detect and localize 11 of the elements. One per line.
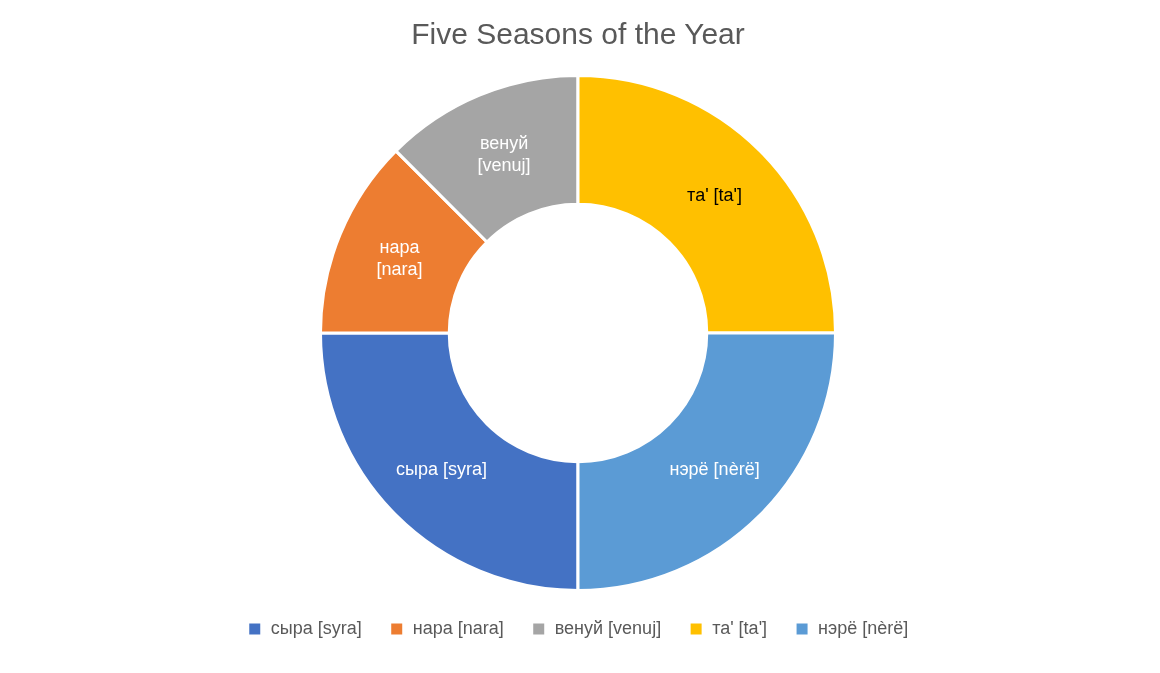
legend-label: нара [nara]	[412, 617, 504, 638]
slice-label: нара [nara]	[376, 237, 423, 280]
slice-label: сыра [syra]	[395, 458, 487, 479]
legend-label: венуй [venuj]	[554, 617, 662, 638]
slice-label: нэрё [nèrë]	[669, 458, 760, 479]
slice-label: та' [ta']	[687, 185, 743, 206]
slice-label: венуй [venuj]	[477, 132, 531, 175]
legend-label: сыра [syra]	[270, 617, 362, 638]
legend-label: та' [ta']	[712, 617, 768, 638]
legend-label: нэрё [nèrë]	[818, 617, 909, 638]
chart-title: Five Seasons of the Year	[411, 17, 745, 51]
